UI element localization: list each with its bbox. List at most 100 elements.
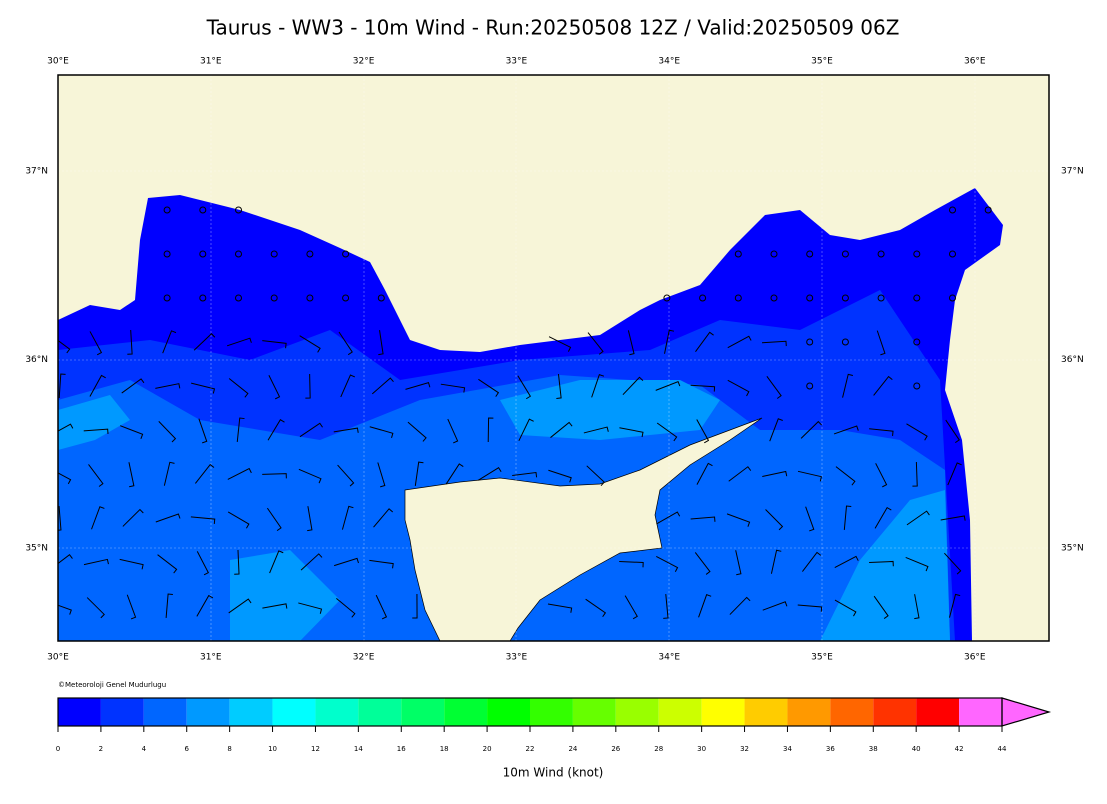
wind-barb	[619, 560, 644, 568]
wind-barb	[698, 594, 712, 618]
wind-barb	[487, 417, 494, 443]
color-swatch	[358, 698, 402, 726]
wind-barb	[622, 376, 644, 396]
wind-barb	[165, 593, 173, 618]
calm-marker	[342, 250, 350, 258]
calm-marker	[270, 250, 278, 258]
calm-marker	[163, 206, 171, 214]
calm-marker	[770, 294, 778, 302]
color-swatch	[873, 698, 917, 726]
lon-label: 30°E	[47, 653, 69, 663]
wind-barb	[58, 373, 66, 399]
calm-marker	[984, 206, 992, 214]
frame	[57, 74, 1050, 642]
color-swatch	[58, 698, 101, 726]
color-swatch	[272, 698, 316, 726]
wind-barb	[766, 376, 782, 399]
calm-marker	[306, 294, 314, 302]
colorbar-label: 10m Wind (knot)	[503, 766, 604, 780]
wind-barb	[196, 594, 214, 617]
wind-barb	[89, 374, 106, 397]
map	[58, 75, 1049, 641]
wind-barb	[591, 373, 605, 398]
calm-marker	[163, 294, 171, 302]
color-swatch	[315, 698, 359, 726]
colorbar-tick-label: 26	[611, 745, 620, 753]
lon-label: 36°E	[964, 653, 986, 663]
lat-label: 36°N	[1061, 355, 1084, 365]
calm-marker	[806, 338, 814, 346]
wind-barb	[307, 506, 313, 532]
wind-barb	[234, 549, 240, 575]
color-swatch	[401, 698, 445, 726]
wind-barb	[656, 556, 679, 573]
calm-marker	[377, 294, 385, 302]
wind-barb	[517, 375, 532, 400]
colorbar-tick-label: 44	[998, 745, 1007, 753]
wind-barb	[587, 332, 604, 355]
wind-barb	[735, 550, 742, 576]
calm-marker	[199, 250, 207, 258]
wind-barb	[656, 511, 681, 525]
wind-barb	[58, 472, 72, 485]
wind-barb	[944, 552, 962, 575]
wind-barb	[761, 340, 787, 347]
calm-marker	[199, 294, 207, 302]
wind-barb	[155, 513, 181, 523]
copyright: ©Meteoroloji Genel Mudurlugu	[58, 681, 166, 689]
colorbar-tick-label: 18	[440, 745, 449, 753]
grid	[58, 75, 1049, 641]
title: Taurus - WW3 - 10m Wind - Run:20250508 1…	[206, 16, 900, 40]
calm-marker	[699, 294, 707, 302]
wind-barb	[663, 594, 669, 619]
wind-barb	[88, 464, 104, 487]
calm-marker	[734, 250, 742, 258]
color-swatch	[959, 698, 1002, 726]
wind-barb	[120, 425, 144, 439]
wind-barb	[58, 505, 62, 531]
wind-barb	[834, 599, 857, 617]
wind-barb	[336, 597, 356, 618]
calm-marker	[734, 294, 742, 302]
colorbar-tick-label: 22	[526, 745, 535, 753]
lon-label: 34°E	[658, 653, 680, 663]
wind-barb	[267, 419, 285, 441]
lat-label: 36°N	[25, 355, 48, 365]
wind-barb	[912, 461, 918, 487]
wind-barb	[162, 330, 177, 354]
wind-barb	[269, 550, 284, 574]
colorbar-tick-label: 20	[483, 745, 492, 753]
color-swatch	[615, 698, 659, 726]
colorbar-tick-label: 36	[826, 745, 835, 753]
calm-marker	[806, 382, 814, 390]
wind-barb	[340, 374, 356, 398]
colorbar-tick-label: 28	[654, 745, 663, 753]
calm-marker	[163, 250, 171, 258]
wind-barb	[769, 418, 783, 442]
wind-barb	[906, 423, 928, 441]
color-swatch	[744, 698, 788, 726]
wind-barb	[58, 339, 71, 354]
lat-label: 35°N	[25, 544, 48, 554]
wind-barb	[375, 594, 388, 620]
wind-barb	[337, 464, 355, 487]
color-extend-arrow	[1001, 697, 1052, 727]
wind-barb	[835, 466, 856, 486]
wind-barb	[940, 515, 966, 521]
wind-barb	[655, 380, 681, 391]
wind-barb	[266, 507, 282, 532]
calm-marker	[235, 294, 242, 302]
calm-marker	[306, 250, 314, 258]
wind-barb	[550, 421, 573, 438]
wind-barb	[226, 337, 252, 347]
wind-barb	[805, 506, 815, 532]
wind-barb	[268, 375, 281, 400]
wind-barb	[690, 516, 716, 522]
wind-barb	[58, 554, 73, 565]
wind-barb	[91, 506, 105, 530]
wind-barb	[298, 602, 323, 614]
wind-barb	[128, 462, 135, 488]
wind-barb	[949, 593, 961, 618]
wind-barb	[126, 594, 137, 620]
wind-barb	[157, 554, 178, 574]
